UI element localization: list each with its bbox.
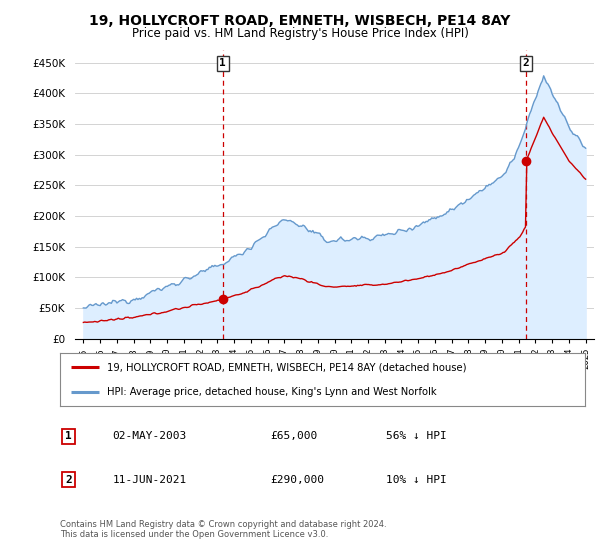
Text: 02-MAY-2003: 02-MAY-2003 — [113, 431, 187, 441]
Text: 56% ↓ HPI: 56% ↓ HPI — [386, 431, 446, 441]
Text: £65,000: £65,000 — [270, 431, 317, 441]
Text: 19, HOLLYCROFT ROAD, EMNETH, WISBECH, PE14 8AY (detached house): 19, HOLLYCROFT ROAD, EMNETH, WISBECH, PE… — [107, 362, 467, 372]
Text: 2: 2 — [65, 475, 72, 485]
Text: 2: 2 — [523, 58, 529, 68]
Text: 11-JUN-2021: 11-JUN-2021 — [113, 475, 187, 485]
Text: Price paid vs. HM Land Registry's House Price Index (HPI): Price paid vs. HM Land Registry's House … — [131, 27, 469, 40]
Text: 1: 1 — [65, 431, 72, 441]
Text: 10% ↓ HPI: 10% ↓ HPI — [386, 475, 446, 485]
Text: 1: 1 — [220, 58, 226, 68]
Text: HPI: Average price, detached house, King's Lynn and West Norfolk: HPI: Average price, detached house, King… — [107, 386, 437, 396]
Text: £290,000: £290,000 — [270, 475, 324, 485]
Text: 19, HOLLYCROFT ROAD, EMNETH, WISBECH, PE14 8AY: 19, HOLLYCROFT ROAD, EMNETH, WISBECH, PE… — [89, 14, 511, 28]
Text: Contains HM Land Registry data © Crown copyright and database right 2024.
This d: Contains HM Land Registry data © Crown c… — [60, 520, 386, 539]
